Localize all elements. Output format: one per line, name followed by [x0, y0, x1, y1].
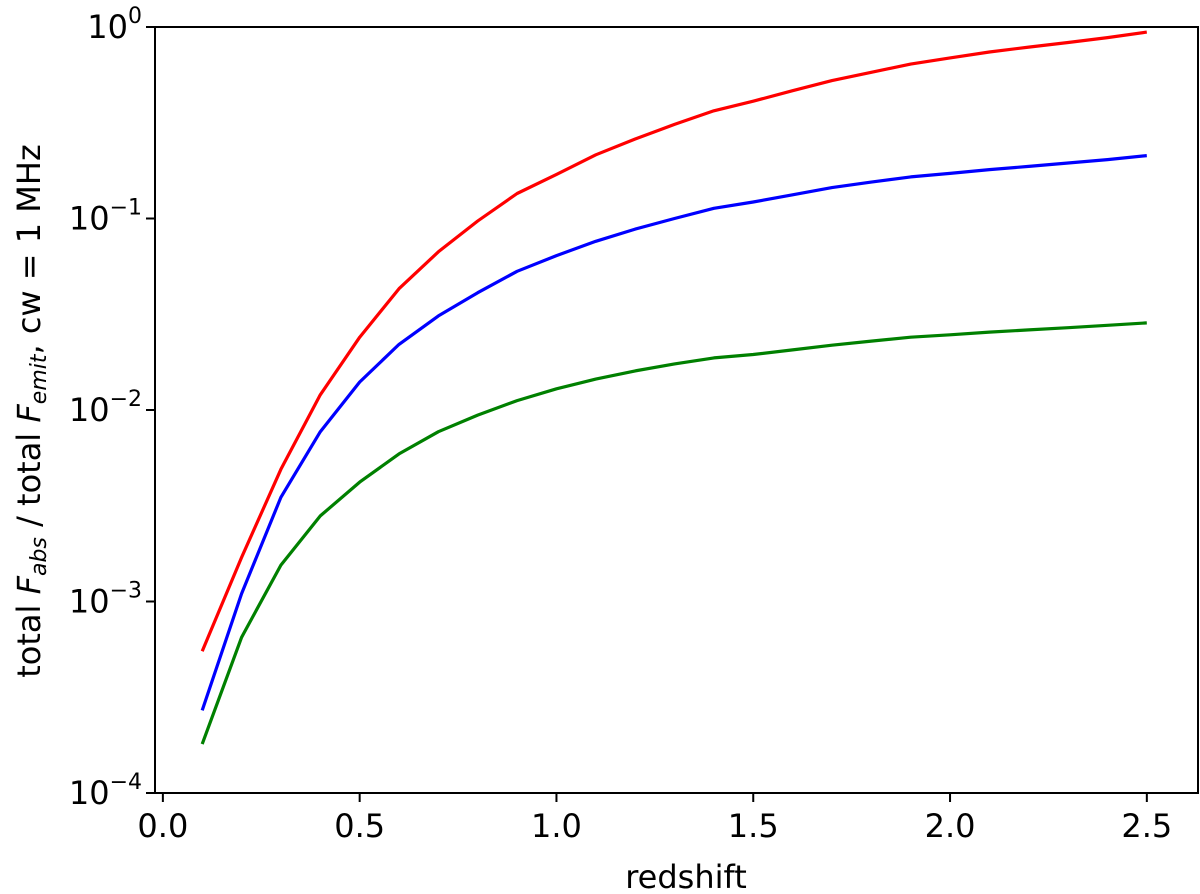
y-axis-label: total Fabs / total Femit, cw = 1 MHz [10, 144, 52, 678]
x-tick-label: 1.0 [531, 807, 582, 845]
y-label-middle: / total [10, 423, 48, 537]
series-line-2 [200, 154, 1147, 711]
x-axis: 0.0 0.5 1.0 1.5 2.0 2.5 [137, 793, 1172, 845]
y-tick-label: 100 [87, 4, 142, 46]
series-line-1 [200, 30, 1148, 652]
y-label-f2-sub: emit [27, 353, 52, 404]
x-tick-label: 1.5 [728, 807, 779, 845]
x-axis-label: redshift [625, 858, 747, 894]
y-label-f1-sub: abs [27, 537, 52, 576]
x-tick-label: 2.0 [925, 807, 976, 845]
x-tick-label: 0.5 [334, 807, 385, 845]
x-tick-label: 2.5 [1121, 807, 1172, 845]
y-axis: 10−4 10−3 10−2 10−1 100 [69, 4, 155, 812]
series-layer [200, 30, 1148, 745]
y-tick-label: 10−2 [69, 387, 142, 429]
series-line-3 [200, 321, 1147, 745]
y-tick-label: 10−3 [69, 579, 142, 621]
y-label-prefix: total [10, 594, 48, 677]
y-label-f2: F [10, 404, 48, 423]
x-tick-label: 0.0 [137, 807, 188, 845]
y-tick-label: 10−1 [69, 196, 142, 238]
y-label-suffix: , cw = 1 MHz [10, 144, 48, 354]
y-label-f1: F [10, 575, 48, 594]
y-tick-label: 10−4 [69, 770, 142, 812]
